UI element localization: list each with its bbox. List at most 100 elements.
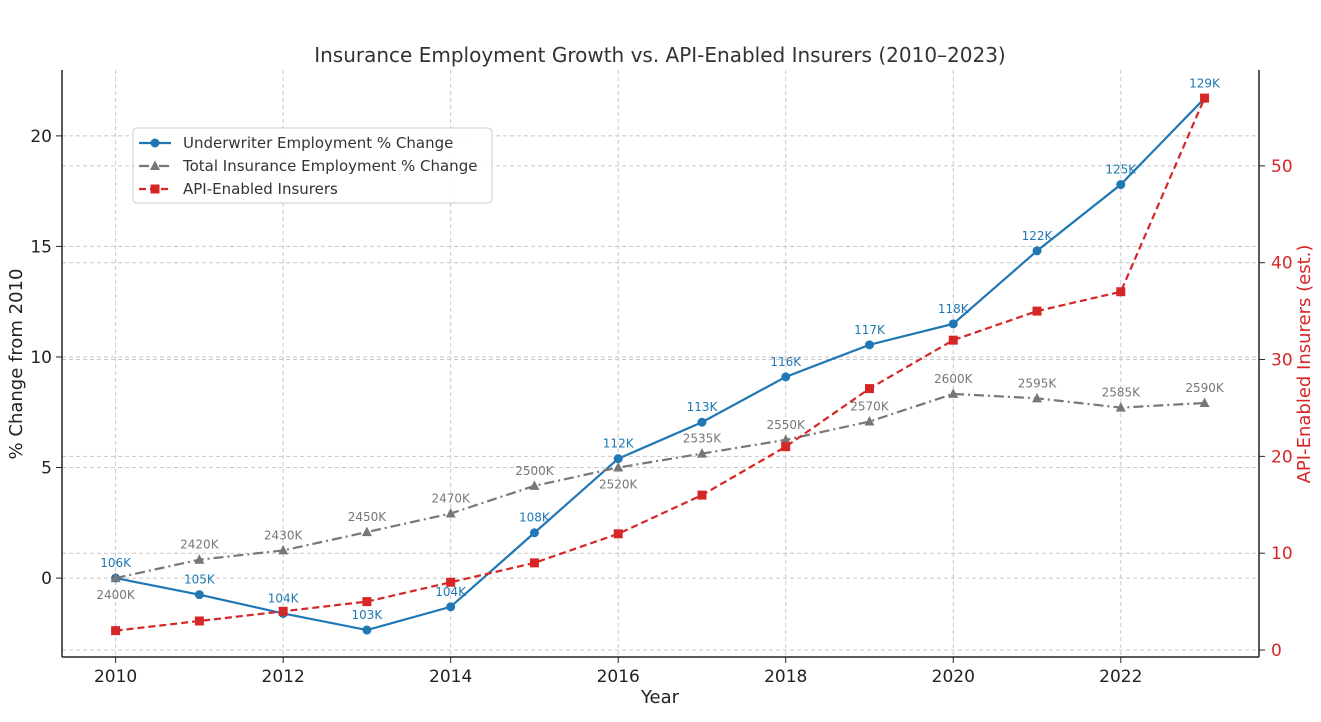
data-label: 122K: [1022, 229, 1054, 243]
data-label: 2585K: [1102, 386, 1142, 400]
data-point: [194, 616, 204, 626]
data-label: 2500K: [515, 464, 555, 478]
data-label: 104K: [435, 585, 467, 599]
data-label: 125K: [1105, 163, 1137, 177]
data-point: [780, 434, 791, 444]
y-axis-label: % Change from 2010: [6, 269, 27, 460]
y-tick-label: 15: [30, 237, 52, 257]
data-point: [781, 372, 791, 382]
data-point: [446, 577, 456, 587]
data-label: 2470K: [431, 492, 471, 506]
y-tick-label: 0: [41, 569, 52, 589]
data-point: [194, 554, 205, 564]
data-point: [864, 384, 874, 394]
data-point: [446, 602, 456, 612]
y-right-tick-label: 20: [1271, 447, 1293, 467]
data-label: 2595K: [1018, 376, 1058, 390]
series-2: [111, 93, 1210, 636]
series-line: [115, 392, 1205, 580]
y-right-tick-label: 10: [1271, 544, 1293, 564]
legend-box: [132, 127, 493, 204]
x-tick-label: 2020: [932, 667, 975, 687]
data-label: 2420K: [180, 538, 220, 552]
x-tick-label: 2014: [429, 667, 472, 687]
data-point: [194, 590, 204, 600]
data-point: [781, 442, 791, 452]
data-point: [1116, 287, 1126, 297]
data-label: 104K: [268, 591, 300, 605]
data-label: 2535K: [683, 432, 723, 446]
chart-title: Insurance Employment Growth vs. API-Enab…: [314, 43, 1006, 67]
data-point: [1115, 402, 1126, 412]
y-right-tick-label: 0: [1271, 641, 1282, 661]
x-tick-label: 2018: [764, 667, 807, 687]
data-label: 2570K: [850, 400, 890, 414]
data-point: [1200, 93, 1210, 103]
series-line: [115, 97, 1206, 632]
y-right-tick-label: 30: [1271, 351, 1293, 371]
data-point: [697, 417, 707, 427]
data-label: 113K: [687, 400, 719, 414]
x-tick-label: 2016: [597, 667, 640, 687]
series-1: 2400K 2420K 2430K 2450K 2470K 2500K 2520K 2535K…: [96, 372, 1224, 602]
data-label: 108K: [519, 511, 551, 525]
x-tick-label: 2022: [1099, 667, 1142, 687]
y-tick-label: 5: [41, 459, 52, 479]
y-right-tick-label: 40: [1271, 254, 1293, 274]
legend-marker: [150, 138, 160, 148]
data-point: [1032, 246, 1042, 256]
data-label: 112K: [603, 437, 635, 451]
data-label: 2590K: [1185, 381, 1225, 395]
legend-marker: [150, 184, 160, 194]
data-point: [278, 544, 289, 555]
data-point: [361, 526, 372, 537]
y-tick-label: 20: [30, 127, 52, 147]
data-point: [445, 508, 456, 518]
data-label: 116K: [770, 355, 802, 369]
data-label: 117K: [854, 323, 886, 337]
legend-label: Underwriter Employment % Change: [183, 134, 453, 152]
data-point: [529, 528, 539, 538]
data-label: 2520K: [599, 478, 639, 492]
data-point: [529, 558, 539, 568]
y-axis-right-label: API-Enabled Insurers (est.): [1294, 245, 1315, 484]
legend-label: API-Enabled Insurers: [183, 180, 338, 198]
data-label: 2430K: [264, 528, 304, 542]
series-0: 106K 105K 104K 103K 104K 108K 112K 113K 116K 117K…: [100, 76, 1221, 635]
data-label: 2600K: [934, 372, 974, 386]
data-label: 2400K: [96, 588, 136, 602]
y-tick-label: 10: [30, 348, 52, 368]
data-point: [613, 454, 623, 464]
data-point: [948, 335, 958, 345]
data-point: [613, 529, 623, 539]
data-point: [697, 490, 707, 500]
data-point: [110, 572, 121, 583]
data-point: [362, 625, 372, 635]
data-point: [696, 448, 707, 458]
data-point: [529, 480, 540, 490]
data-point: [864, 416, 875, 426]
data-point: [1032, 392, 1043, 403]
x-tick-label: 2010: [94, 667, 137, 687]
series-line: [115, 97, 1206, 632]
data-point: [864, 340, 874, 350]
legend: Underwriter Employment % Change Total Ins…: [132, 127, 493, 204]
data-label: 118K: [938, 302, 970, 316]
data-label: 2450K: [348, 510, 388, 524]
data-label: 106K: [100, 556, 132, 570]
data-point: [362, 597, 372, 607]
data-point: [1116, 180, 1126, 190]
data-point: [111, 626, 121, 636]
data-label: 103K: [352, 608, 384, 622]
data-point: [613, 462, 624, 472]
data-point: [1199, 397, 1210, 407]
data-label: 2550K: [767, 418, 807, 432]
y-right-tick-label: 50: [1271, 157, 1293, 177]
legend-label: Total Insurance Employment % Change: [182, 157, 477, 175]
data-point: [948, 388, 959, 398]
data-label: 105K: [184, 573, 216, 587]
data-point: [1032, 306, 1042, 316]
legend-marker: [150, 160, 160, 170]
